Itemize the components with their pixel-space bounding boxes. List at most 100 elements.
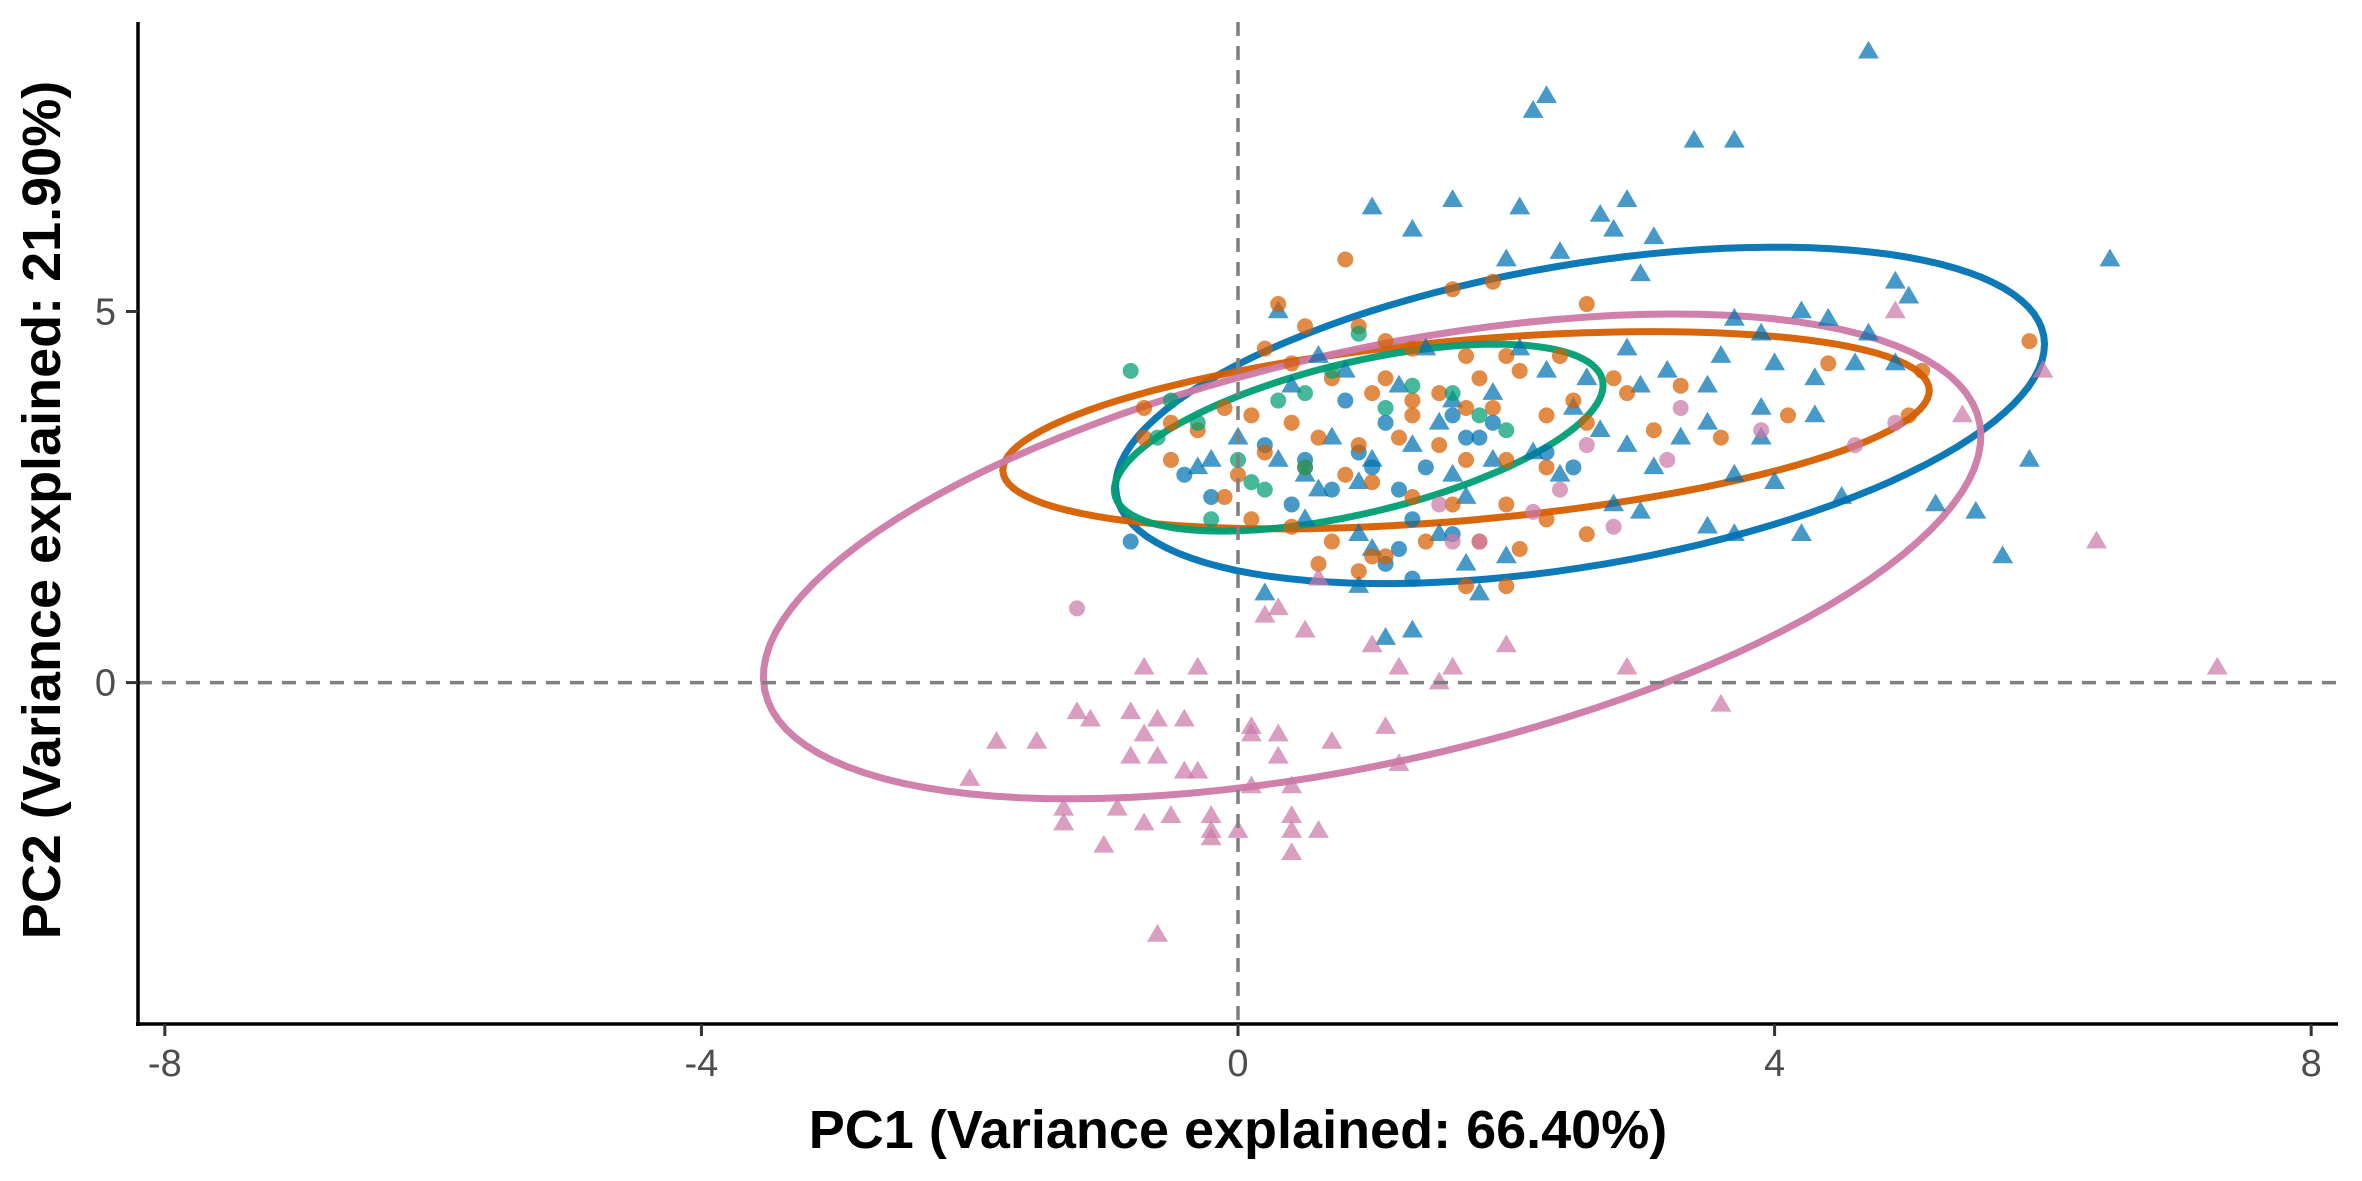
data-point-triangle (1428, 411, 1450, 430)
data-point-triangle (1240, 716, 1262, 734)
x-tick-label: 0 (1227, 1043, 1248, 1085)
data-point-circle (1498, 496, 1515, 513)
data-point-circle (1551, 348, 1568, 364)
data-point-circle (1578, 526, 1595, 543)
data-point-triangle (1589, 203, 1611, 222)
data-point-triangle (1522, 100, 1544, 118)
data-point-circle (1350, 563, 1367, 580)
data-point-circle (1377, 333, 1394, 350)
data-point-circle (1364, 548, 1381, 565)
data-point-circle (1122, 362, 1139, 379)
data-point-triangle (1643, 456, 1665, 475)
data-point-triangle (1308, 567, 1329, 586)
data-point-circle (1565, 392, 1582, 409)
data-point-circle (1283, 496, 1300, 513)
data-point-circle (1283, 518, 1300, 535)
data-point-triangle (1361, 196, 1383, 215)
data-point-triangle (1348, 523, 1370, 541)
y-tick-label: 0 (95, 663, 116, 705)
data-point-triangle (1200, 827, 1222, 846)
data-point-triangle (1415, 337, 1437, 356)
data-point-triangle (1723, 523, 1745, 541)
data-point-triangle (1321, 730, 1343, 749)
data-point-triangle (1401, 434, 1423, 452)
data-point-triangle (1750, 322, 1772, 341)
data-point-circle (1216, 489, 1233, 506)
data-point-triangle (1455, 486, 1477, 504)
data-point-triangle (1549, 463, 1571, 482)
data-point-circle (1203, 511, 1220, 528)
data-point-triangle (959, 768, 981, 786)
data-point-circle (1404, 489, 1421, 506)
data-point-triangle (1616, 434, 1638, 452)
data-point-circle (1484, 399, 1501, 416)
data-point-triangle (1442, 189, 1464, 207)
data-point-circle (1404, 407, 1421, 424)
data-point-circle (1511, 540, 1528, 557)
data-point-triangle (1790, 300, 1812, 319)
data-point-triangle (1858, 40, 1879, 59)
data-point-circle (1672, 399, 1689, 416)
data-point-circle (1578, 414, 1595, 431)
data-point-triangle (2032, 359, 2054, 378)
data-point-circle (1538, 511, 1555, 528)
data-point-triangle (1066, 701, 1088, 720)
data-point-triangle (1267, 745, 1289, 764)
data-point-circle (1605, 518, 1622, 535)
data-point-triangle (1603, 493, 1625, 512)
data-point-triangle (1697, 374, 1718, 393)
data-point-circle (1565, 459, 1582, 476)
data-point-circle (1297, 318, 1314, 335)
data-point-triangle (1147, 745, 1168, 764)
data-point-circle (1444, 496, 1461, 513)
reference-lines (138, 22, 2338, 1024)
data-point-triangle (1884, 270, 1906, 289)
data-point-triangle (1603, 218, 1625, 237)
data-point-triangle (1656, 359, 1678, 378)
data-point-triangle (1992, 545, 2014, 564)
y-axis-ticks: 05 (95, 291, 138, 705)
data-point-triangle (1267, 597, 1289, 616)
data-point-triangle (1629, 500, 1651, 519)
data-point-triangle (1200, 448, 1222, 467)
data-point-circle (1471, 370, 1488, 387)
data-point-triangle (1790, 523, 1812, 541)
data-point-triangle (1093, 834, 1115, 853)
data-point-triangle (1455, 552, 1477, 571)
data-point-circle (1270, 392, 1287, 409)
data-point-triangle (1629, 374, 1651, 393)
data-point-triangle (1442, 656, 1464, 675)
data-point-circle (1525, 503, 1542, 520)
data-point-triangle (1683, 129, 1705, 148)
data-point-circle (1753, 422, 1770, 439)
data-point-circle (1404, 570, 1421, 587)
data-point-triangle (1267, 723, 1289, 742)
data-point-triangle (1187, 656, 1209, 675)
data-point-circle (1162, 414, 1179, 431)
data-point-triangle (2019, 448, 2040, 467)
data-point-circle (1431, 437, 1448, 454)
data-point-circle (1471, 407, 1488, 424)
data-point-circle (1162, 451, 1179, 468)
data-point-triangle (2099, 248, 2121, 267)
data-point-circle (1444, 533, 1461, 550)
x-axis-title: PC1 (Variance explained: 66.40%) (809, 1100, 1667, 1160)
data-point-circle (1404, 392, 1421, 409)
data-point-triangle (1281, 820, 1303, 838)
data-point-circle (1471, 533, 1488, 550)
data-point-triangle (1697, 411, 1718, 430)
data-point-circle (1511, 362, 1528, 379)
data-point-circle (1216, 399, 1233, 416)
confidence-ellipse (1112, 243, 2049, 588)
data-point-circle (1136, 399, 1153, 416)
data-point-circle (1189, 414, 1206, 431)
data-point-triangle (1804, 367, 1826, 386)
data-point-circle (1323, 481, 1340, 498)
data-point-circle (1887, 414, 1904, 431)
data-point-circle (1337, 251, 1354, 268)
data-point-circle (1605, 370, 1622, 387)
data-point-triangle (1187, 456, 1209, 475)
data-point-circle (1471, 429, 1488, 446)
data-point-triangle (1294, 508, 1316, 527)
data-point-circle (1672, 377, 1689, 394)
